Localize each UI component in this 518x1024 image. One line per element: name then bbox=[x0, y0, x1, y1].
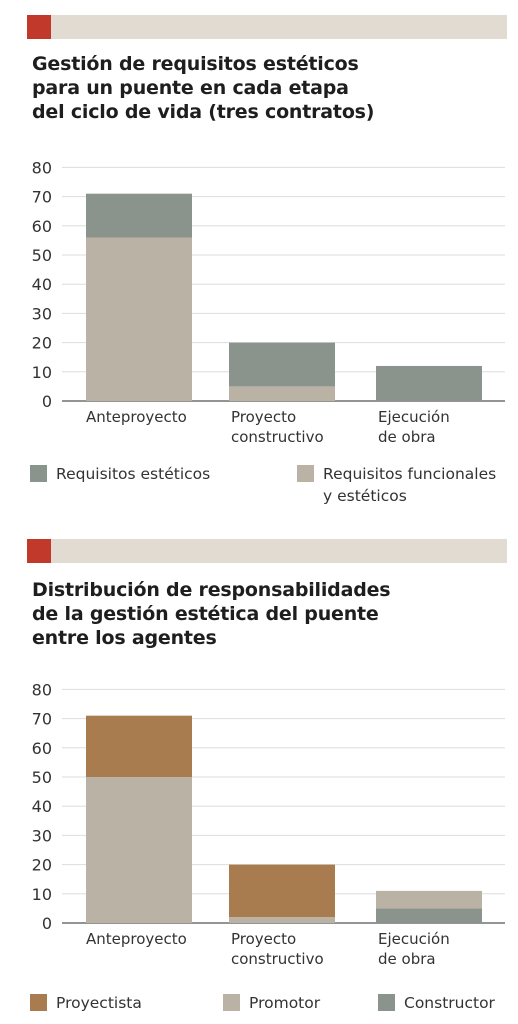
legend-item: Requisitos estéticos bbox=[30, 463, 210, 485]
y-tick-label: 20 bbox=[32, 856, 52, 875]
chart-1-title: Gestión de requisitos estéticos para un … bbox=[32, 53, 375, 123]
header-band-2 bbox=[27, 539, 507, 563]
bar-segment bbox=[229, 864, 335, 918]
y-tick-label: 20 bbox=[32, 334, 52, 353]
y-tick-label: 30 bbox=[32, 304, 52, 323]
bar-segment bbox=[229, 386, 335, 401]
chart-1-legend: Requisitos estéticos Requisitos funcional… bbox=[0, 463, 518, 513]
y-tick-label: 60 bbox=[32, 217, 52, 236]
y-tick-label: 0 bbox=[42, 392, 52, 411]
bar-segment bbox=[376, 890, 482, 909]
y-tick-label: 80 bbox=[32, 680, 52, 699]
x-tick-label: Proyecto constructivo bbox=[231, 408, 324, 446]
bar-segment bbox=[86, 237, 192, 401]
y-tick-label: 40 bbox=[32, 275, 52, 294]
x-tick-label: Anteproyecto bbox=[86, 930, 187, 948]
x-tick-label: Proyecto constructivo bbox=[231, 930, 324, 968]
bar-segment bbox=[229, 917, 335, 923]
y-tick-label: 10 bbox=[32, 363, 52, 382]
chart-2-legend: Proyectista Promotor Constructor bbox=[0, 992, 518, 1022]
legend-label: Constructor bbox=[404, 994, 495, 1012]
y-tick-label: 70 bbox=[32, 710, 52, 729]
bar-segment bbox=[376, 365, 482, 401]
legend-label: Requisitos funcionales y estéticos bbox=[323, 465, 497, 505]
chart-2-plot: 0 10 20 30 40 50 60 70 80 Anteproyecto Proyecto con… bbox=[32, 680, 505, 968]
legend-label: Proyectista bbox=[56, 994, 142, 1012]
legend-label: Requisitos estéticos bbox=[56, 465, 211, 483]
x-tick-label: Anteproyecto bbox=[86, 408, 187, 426]
legend-swatch bbox=[378, 994, 395, 1011]
header-band-1 bbox=[27, 15, 507, 39]
legend-swatch bbox=[297, 465, 314, 482]
chart-1-plot: 0 10 20 30 40 50 60 70 80 Anteproyecto Proyecto con… bbox=[32, 158, 505, 446]
bar-segment bbox=[229, 342, 335, 387]
legend-item: Constructor bbox=[378, 992, 495, 1014]
y-tick-label: 60 bbox=[32, 739, 52, 758]
header-accent-1 bbox=[27, 15, 51, 39]
bar-segment bbox=[86, 777, 192, 923]
bar-segment bbox=[86, 715, 192, 777]
legend-swatch bbox=[30, 465, 47, 482]
x-tick-label: Ejecución de obra bbox=[378, 408, 450, 446]
legend-item: Promotor bbox=[223, 992, 320, 1014]
legend-label: Promotor bbox=[249, 994, 321, 1012]
chart-2-title: Distribución de responsabilidades de la … bbox=[32, 579, 391, 649]
y-tick-label: 0 bbox=[42, 914, 52, 933]
legend-item: Requisitos funcionales y estéticos bbox=[297, 463, 496, 507]
y-tick-label: 50 bbox=[32, 768, 52, 787]
legend-swatch bbox=[30, 994, 47, 1011]
header-accent-2 bbox=[27, 539, 51, 563]
y-tick-label: 30 bbox=[32, 826, 52, 845]
legend-swatch bbox=[223, 994, 240, 1011]
y-tick-label: 70 bbox=[32, 188, 52, 207]
y-tick-label: 10 bbox=[32, 885, 52, 904]
y-tick-label: 40 bbox=[32, 797, 52, 816]
legend-item: Proyectista bbox=[30, 992, 142, 1014]
x-tick-label: Ejecución de obra bbox=[378, 930, 450, 968]
bar-segment bbox=[86, 193, 192, 238]
bar-segment bbox=[376, 908, 482, 923]
y-tick-label: 50 bbox=[32, 246, 52, 265]
y-tick-label: 80 bbox=[32, 158, 52, 177]
